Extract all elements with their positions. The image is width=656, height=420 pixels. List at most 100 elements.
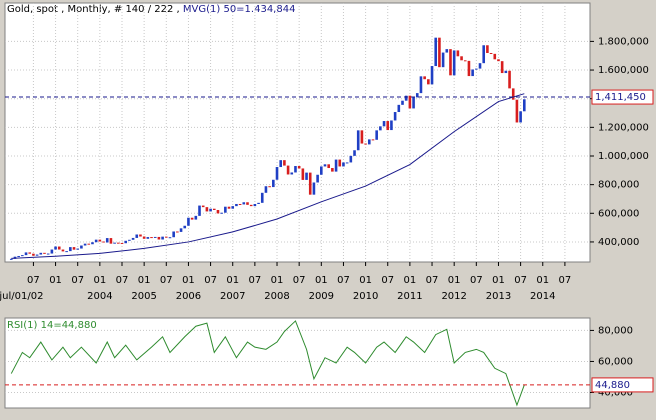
candle-body (493, 53, 497, 60)
moving-average-line (11, 93, 525, 259)
candle-body (301, 168, 305, 180)
candle-body (463, 60, 467, 62)
candle-body (356, 130, 360, 151)
candle-body (334, 159, 338, 172)
x-year-label: 2008 (264, 291, 289, 302)
candle-body (80, 245, 83, 249)
rsi-title: RSI(1) 14=44,880 (7, 320, 97, 331)
candle-body (423, 76, 426, 80)
candle-body (76, 248, 80, 250)
candle-body (283, 160, 286, 166)
candle-body (65, 251, 68, 253)
candle-body (508, 70, 511, 89)
candle-body (331, 168, 334, 172)
candle-body (486, 45, 489, 53)
x-year-label: 2009 (309, 291, 334, 302)
candle-body (224, 206, 227, 213)
candle-body (50, 249, 54, 254)
candle-body (32, 253, 35, 256)
candle-body (371, 139, 375, 141)
candle-body (471, 69, 474, 77)
candle-body (489, 52, 493, 54)
candle-body (172, 231, 175, 238)
candle-body (113, 242, 116, 244)
candle-body (139, 234, 142, 237)
candle-body (294, 166, 297, 173)
y-tick-label: 80,000 (598, 325, 633, 336)
candle-body (312, 182, 316, 195)
candle-body (386, 121, 390, 131)
y-tick-label: 1.800,000 (598, 36, 649, 47)
candle-body (117, 242, 120, 244)
x-tick-label: 01 (271, 275, 284, 286)
x-tick-label: 01 (404, 275, 417, 286)
candle-body (338, 159, 342, 167)
candle-body (150, 237, 153, 239)
candle-body (320, 166, 323, 175)
x-tick-label: 01 (315, 275, 328, 286)
y-tick-label: 600,000 (598, 208, 639, 219)
candle-body (500, 61, 504, 74)
candle-body (290, 172, 294, 175)
candle-body (456, 50, 460, 57)
candle-body (475, 68, 478, 70)
candle-body (478, 63, 482, 69)
candle-body (94, 239, 98, 243)
x-year-label: 2013 (486, 291, 511, 302)
rsi-panel (4, 317, 591, 409)
price-panel (4, 2, 591, 263)
x-year-label: jul/01/02 (0, 291, 43, 302)
x-year-label: 2012 (441, 291, 466, 302)
x-tick-label: 01 (448, 275, 461, 286)
x-tick-label: 01 (93, 275, 106, 286)
candle-body (408, 95, 412, 109)
x-tick-label: 01 (182, 275, 195, 286)
candle-body (43, 252, 46, 254)
candle-body (327, 164, 330, 169)
candle-body (305, 172, 308, 180)
x-tick-label: 07 (116, 275, 129, 286)
candle-body (9, 258, 13, 260)
candle-body (268, 186, 271, 188)
candle-body (390, 120, 393, 131)
candle-body (135, 234, 139, 238)
x-tick-label: 07 (514, 275, 527, 286)
candle-body (168, 237, 172, 239)
candle-body (519, 111, 522, 123)
candle-body (452, 50, 456, 76)
x-tick-label: 07 (204, 275, 217, 286)
candle-body (21, 255, 24, 257)
y-tick-label: 60,000 (598, 356, 633, 367)
candle-body (249, 204, 253, 207)
candle-body (438, 37, 441, 68)
rsi-line (10, 320, 525, 407)
candle-body (504, 70, 508, 74)
x-tick-label: 01 (226, 275, 239, 286)
candle-body (345, 162, 349, 164)
candle-body (342, 162, 345, 167)
candle-body (209, 208, 212, 212)
candle-body (87, 243, 91, 245)
candle-body (102, 241, 105, 243)
candle-body (28, 252, 32, 254)
title: Gold, spot , Monthly, # 140 / 222 , (7, 4, 180, 15)
candle-body (231, 206, 235, 209)
candle-body (253, 203, 257, 207)
x-year-label: 2011 (397, 291, 422, 302)
x-tick-label: 01 (536, 275, 549, 286)
candle-body (83, 243, 87, 246)
candle-body (441, 52, 445, 68)
candle-body (497, 59, 500, 62)
candle-body (382, 121, 386, 127)
candle-body (24, 252, 28, 256)
candle-body (212, 208, 216, 210)
candle-body (264, 186, 268, 193)
x-tick-label: 07 (71, 275, 84, 286)
candle-body (98, 239, 102, 242)
candle-body (61, 249, 65, 252)
candle-body (124, 240, 127, 244)
x-tick-label: 01 (49, 275, 62, 286)
candle-body (353, 150, 356, 156)
x-year-label: 2014 (530, 291, 555, 302)
